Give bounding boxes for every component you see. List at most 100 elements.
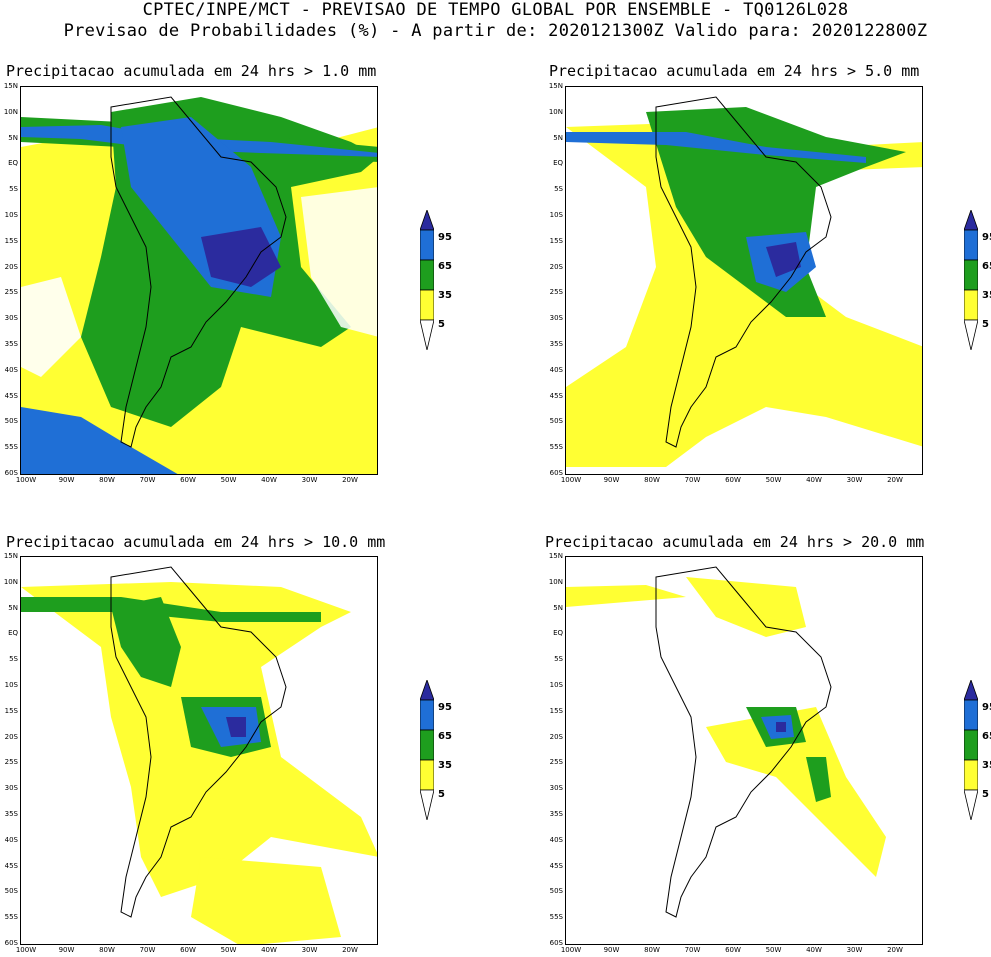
lat-label: 60S — [549, 469, 563, 477]
colorbar-1: 95 65 35 5 — [420, 210, 452, 350]
lat-label: 55S — [4, 443, 18, 452]
lon-label: 70W — [139, 476, 156, 484]
panel-2-title: Precipitacao acumulada em 24 hrs > 5.0 m… — [549, 62, 920, 80]
lat-label: 5S — [554, 185, 563, 194]
lat-label: 15N — [3, 82, 18, 90]
colorbar-3: 95 65 35 5 — [420, 680, 452, 820]
panel-3-map — [20, 556, 378, 945]
panel-3-title: Precipitacao acumulada em 24 hrs > 10.0 … — [6, 533, 386, 551]
colorbar-3-graphic — [420, 680, 434, 820]
lat-label: 10N — [548, 577, 563, 586]
lon-label: 100W — [15, 476, 37, 484]
colorbar-2-label-35: 35 — [982, 290, 991, 301]
lat-label: 60S — [4, 939, 18, 947]
lat-label: 5N — [553, 603, 563, 612]
lat-label: 45S — [4, 391, 18, 400]
lat-label: 45S — [549, 861, 563, 870]
lat-label: 60S — [549, 939, 563, 947]
lat-label: 30S — [4, 314, 18, 323]
colorbar-1-label-65: 65 — [438, 261, 452, 272]
lat-label: 40S — [549, 835, 563, 844]
colorbar-2-graphic — [964, 210, 978, 350]
lat-label: 5N — [8, 133, 18, 142]
lat-label: 5S — [9, 185, 18, 194]
lon-label: 80W — [644, 476, 660, 484]
lat-label: 30S — [4, 784, 18, 793]
lon-label: 30W — [846, 476, 863, 484]
lat-label: 10S — [4, 681, 18, 689]
lat-label: 10N — [548, 107, 563, 116]
lon-label: 30W — [846, 946, 863, 954]
lat-label: 45S — [4, 861, 18, 870]
lon-label: 70W — [139, 946, 156, 954]
lon-label: 50W — [220, 476, 237, 484]
colorbar-4-label-5: 5 — [982, 789, 989, 800]
lat-label: 40S — [549, 365, 563, 374]
lon-label: 30W — [301, 476, 318, 484]
panel-1-map — [20, 86, 378, 475]
lon-label: 100W — [560, 946, 582, 954]
lon-label: 60W — [725, 946, 741, 954]
panel-2-map — [565, 86, 923, 475]
lat-label: 15N — [548, 552, 563, 560]
colorbar-4-label-35: 35 — [982, 760, 991, 771]
colorbar-1-label-35: 35 — [438, 290, 452, 301]
panel-2-map-field — [566, 87, 922, 474]
lat-label: 15S — [4, 236, 18, 245]
lon-label: 90W — [58, 476, 75, 484]
panel-4-title: Precipitacao acumulada em 24 hrs > 20.0 … — [545, 533, 925, 551]
colorbar-1-label-95: 95 — [438, 232, 452, 243]
lon-label: 50W — [765, 476, 782, 484]
lon-label: 60W — [180, 946, 196, 954]
lat-label: 10S — [4, 211, 18, 219]
lat-label: 35S — [4, 340, 18, 348]
main-title-line2: Previsao de Probabilidades (%) - A parti… — [63, 21, 928, 41]
lat-label: 55S — [4, 913, 18, 922]
lat-label: 15S — [549, 236, 563, 245]
lat-label: 55S — [549, 443, 563, 452]
lat-label: 30S — [549, 784, 563, 793]
lat-label: 25S — [549, 288, 563, 297]
lon-label: 20W — [342, 476, 358, 484]
lat-label: 35S — [549, 340, 563, 348]
lon-label: 50W — [220, 946, 237, 954]
lon-label: 40W — [806, 476, 822, 484]
panel-4-map — [565, 556, 923, 945]
lon-label: 80W — [99, 476, 115, 484]
lat-label: 5N — [553, 133, 563, 142]
lat-label: 50S — [549, 887, 563, 896]
lon-label: 80W — [644, 946, 660, 954]
colorbar-2-label-65: 65 — [982, 261, 991, 272]
lat-label: EQ — [553, 159, 563, 168]
lat-label: 10S — [549, 681, 563, 689]
colorbar-4: 95 65 35 5 — [964, 680, 991, 820]
colorbar-3-label-95: 95 — [438, 702, 452, 713]
lon-label: 90W — [603, 946, 620, 954]
colorbar-4-label-65: 65 — [982, 731, 991, 742]
lat-label: 40S — [4, 365, 18, 374]
colorbar-2-label-5: 5 — [982, 319, 989, 330]
lat-label: 20S — [549, 732, 563, 741]
lat-label: 55S — [549, 913, 563, 922]
lat-label: 35S — [549, 810, 563, 818]
lon-label: 50W — [765, 946, 782, 954]
lat-label: EQ — [8, 629, 18, 638]
colorbar-2-label-95: 95 — [982, 232, 991, 243]
lat-label: 20S — [4, 732, 18, 741]
lat-label: 25S — [549, 758, 563, 767]
lat-label: 15S — [4, 706, 18, 715]
panel-4-map-field — [566, 557, 922, 944]
lon-label: 100W — [560, 476, 582, 484]
lat-label: EQ — [8, 159, 18, 168]
colorbar-2: 95 65 35 5 — [964, 210, 991, 350]
lat-label: 40S — [4, 835, 18, 844]
colorbar-4-label-95: 95 — [982, 702, 991, 713]
lon-label: 100W — [15, 946, 37, 954]
lat-label: 15N — [548, 82, 563, 90]
colorbar-1-graphic — [420, 210, 434, 350]
lon-label: 40W — [261, 946, 277, 954]
lat-label: 20S — [4, 262, 18, 271]
lat-label: 45S — [549, 391, 563, 400]
lon-label: 80W — [99, 946, 115, 954]
lat-label: 10N — [3, 107, 18, 116]
